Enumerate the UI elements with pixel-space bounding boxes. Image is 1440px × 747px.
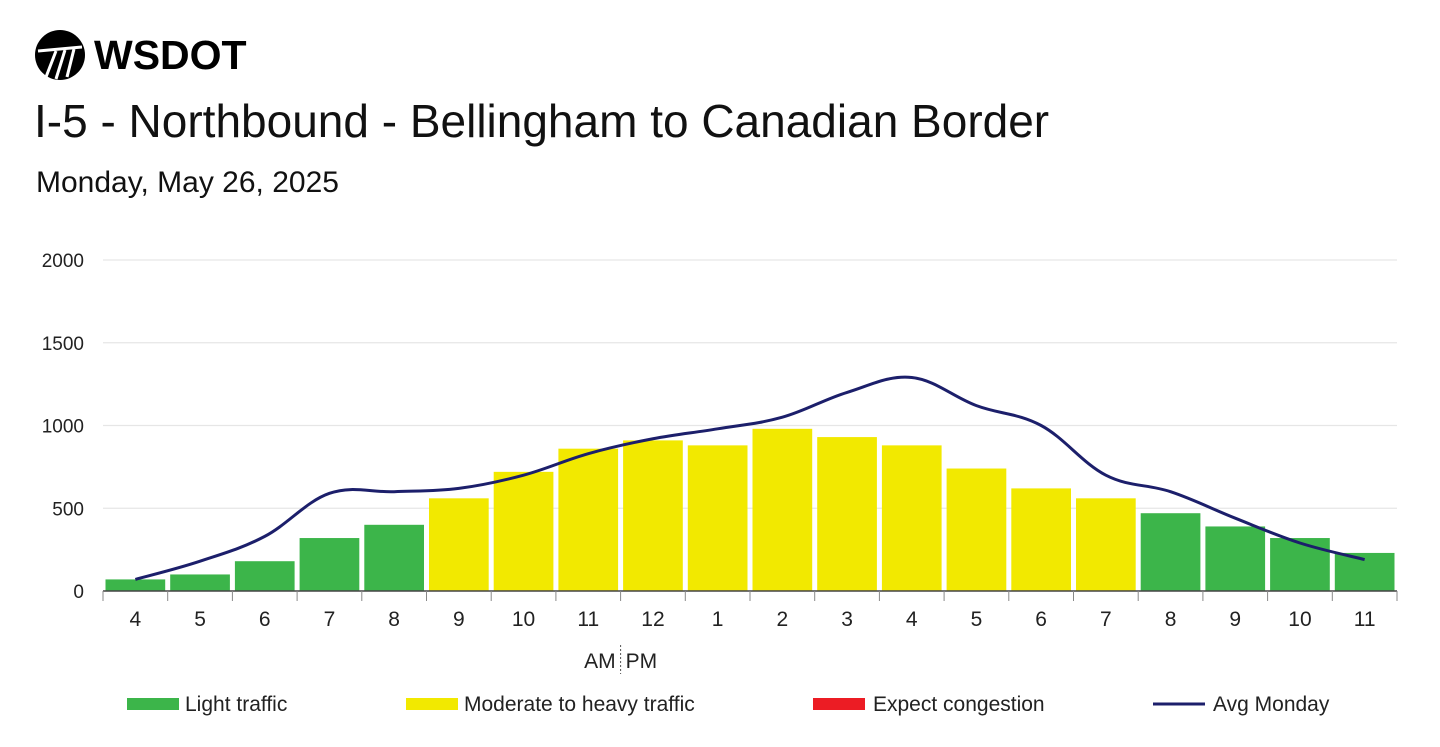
wsdot-logo: WSDOT <box>34 27 247 83</box>
bar <box>752 428 813 591</box>
wsdot-globe-icon <box>35 30 85 80</box>
x-tick-label: 8 <box>1165 608 1177 631</box>
x-tick-label: 4 <box>130 608 142 631</box>
x-tick-label: 11 <box>577 608 599 631</box>
legend-label: Avg Monday <box>1213 693 1330 716</box>
y-tick-label: 1500 <box>42 334 84 355</box>
bar <box>105 579 166 591</box>
bar <box>817 437 877 591</box>
x-tick-label: 7 <box>324 608 336 631</box>
bar <box>170 574 230 591</box>
legend-label: Expect congestion <box>873 693 1045 716</box>
y-tick-label: 0 <box>73 582 84 603</box>
bar <box>623 440 683 591</box>
x-tick-label: 10 <box>512 608 535 631</box>
grid-lines <box>103 259 1397 509</box>
x-tick-label: 2 <box>777 608 789 631</box>
logo-text: WSDOT <box>94 31 247 78</box>
x-tick-label: 5 <box>971 608 983 631</box>
bar <box>1270 538 1330 591</box>
bar <box>364 524 424 591</box>
x-tick-label: 6 <box>259 608 271 631</box>
x-tick-label: 9 <box>453 608 465 631</box>
bar <box>234 561 295 591</box>
y-tick-label: 1000 <box>42 417 84 438</box>
x-tick-label: 6 <box>1035 608 1047 631</box>
bar <box>493 471 554 591</box>
legend-label: Light traffic <box>185 693 287 716</box>
legend: Light traffic Moderate to heavy traffic Ex… <box>127 693 1330 716</box>
pm-label: PM <box>626 650 658 673</box>
bars <box>105 428 1395 591</box>
bar <box>1076 498 1136 591</box>
x-tick-label: 1 <box>712 608 724 631</box>
bar <box>946 468 1007 591</box>
bar <box>881 445 942 591</box>
x-tick-label: 11 <box>1354 608 1376 631</box>
legend-swatch-congestion <box>813 698 865 710</box>
avg-line-layer <box>134 375 1366 581</box>
bar <box>1011 488 1071 591</box>
x-tick-label: 5 <box>194 608 206 631</box>
bar <box>299 538 360 591</box>
bar <box>429 498 489 591</box>
am-label: AM <box>584 650 616 673</box>
bar <box>558 448 619 591</box>
x-tick-label: 12 <box>641 608 664 631</box>
x-tick-label: 4 <box>906 608 918 631</box>
bar <box>1140 513 1201 591</box>
legend-swatch-moderate <box>406 698 458 710</box>
bar <box>1205 526 1266 591</box>
x-tick-label: 7 <box>1100 608 1112 631</box>
x-tick-label: 9 <box>1229 608 1241 631</box>
x-tick-label: 8 <box>388 608 400 631</box>
x-tick-label: 10 <box>1288 608 1311 631</box>
chart-subtitle: Monday, May 26, 2025 <box>36 166 339 199</box>
x-tick-label: 3 <box>841 608 853 631</box>
y-tick-label: 500 <box>52 499 84 520</box>
avg-monday-line <box>134 375 1366 581</box>
legend-label: Moderate to heavy traffic <box>464 693 695 716</box>
y-tick-label: 2000 <box>42 251 84 272</box>
chart-title: I-5 - Northbound - Bellingham to Canadia… <box>34 95 1050 147</box>
bar <box>687 445 748 591</box>
legend-swatch-light <box>127 698 179 710</box>
